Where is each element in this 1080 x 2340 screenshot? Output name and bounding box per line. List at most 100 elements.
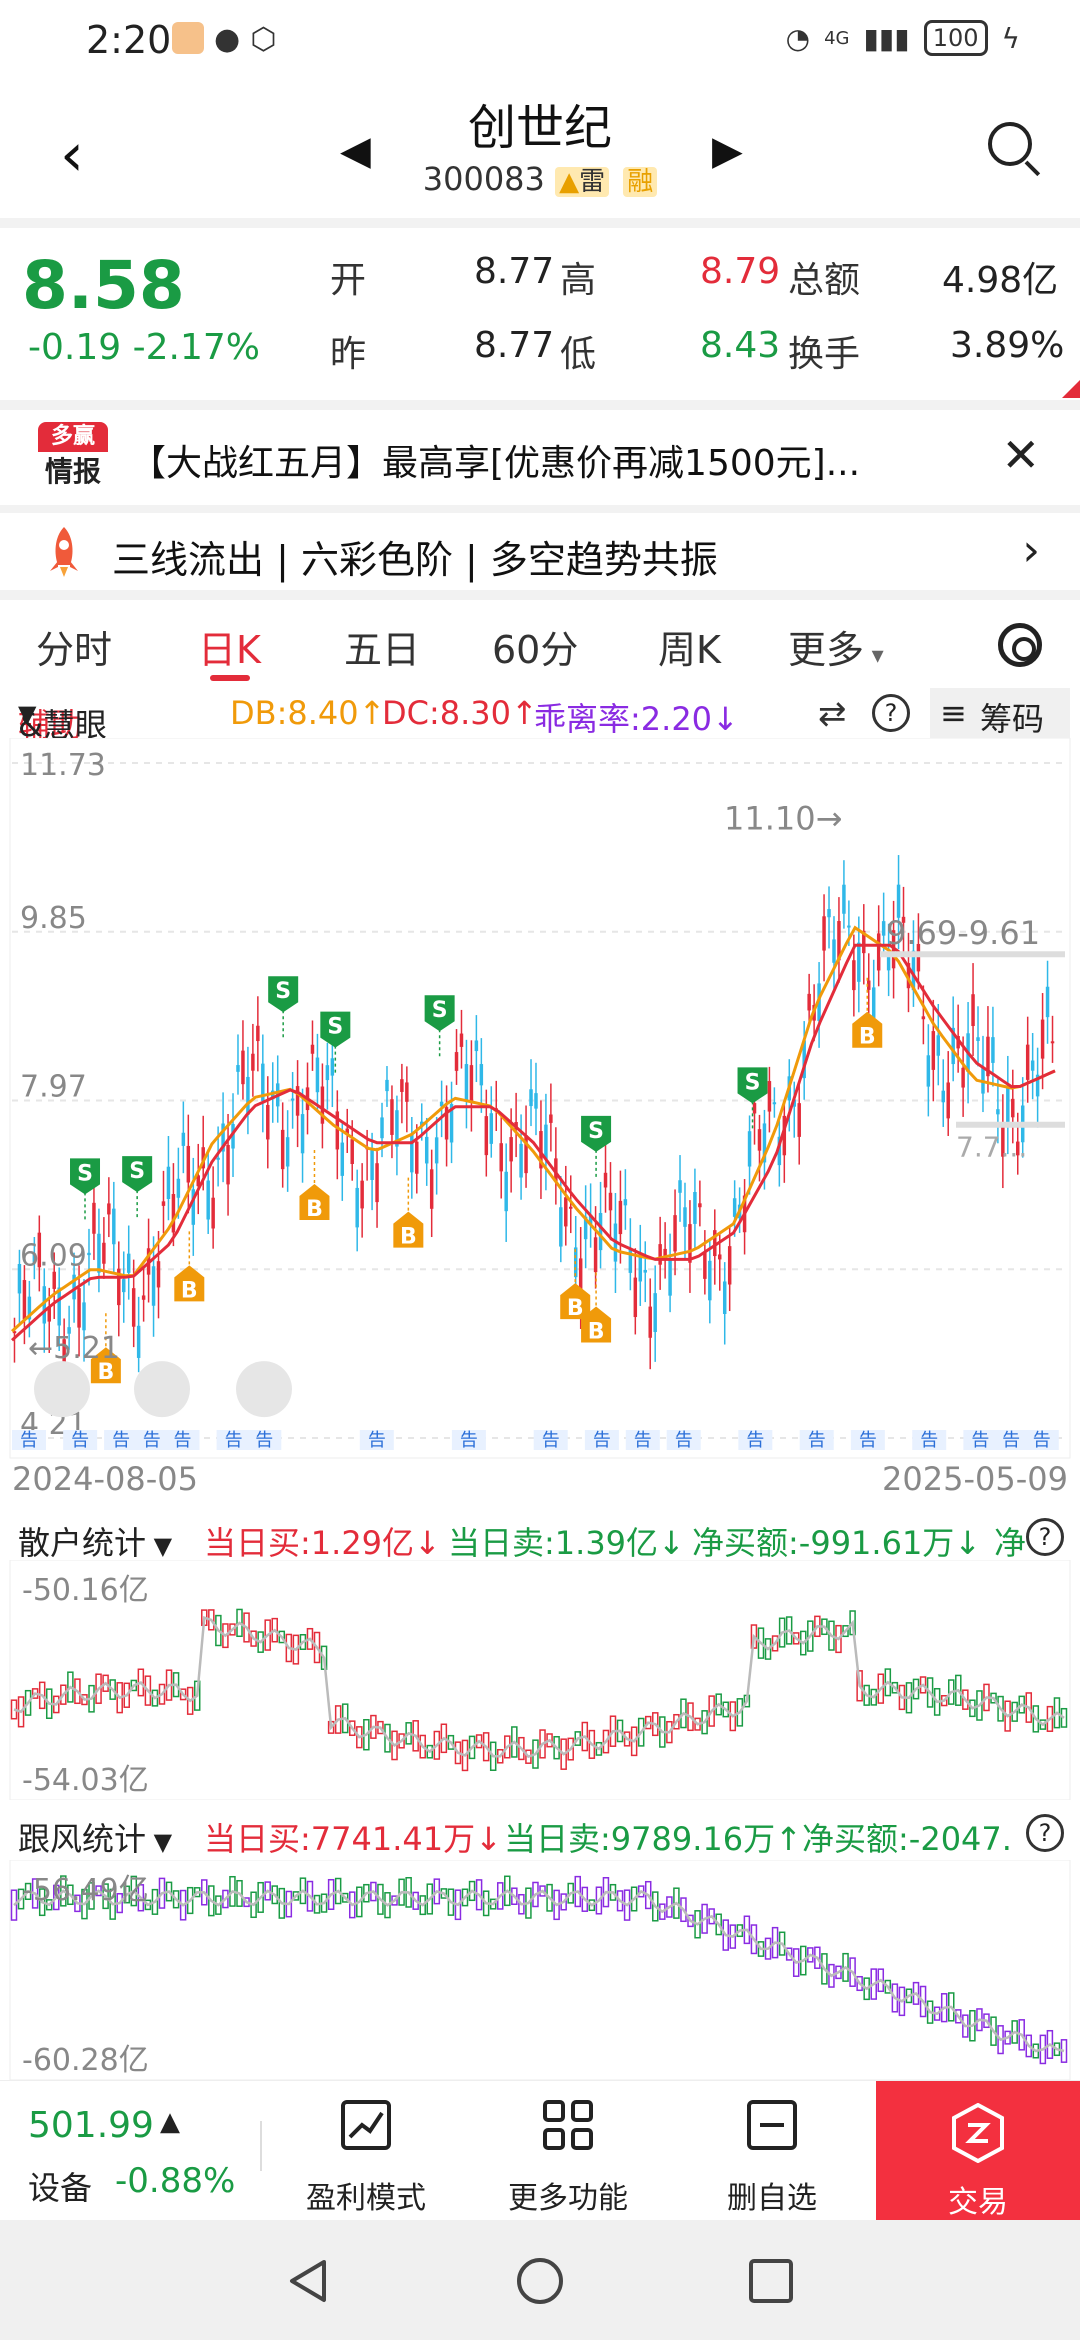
next-stock-button[interactable]: ▶ bbox=[712, 128, 743, 174]
flow-bar bbox=[567, 1737, 574, 1761]
warning-badge[interactable]: ▲雷 bbox=[555, 167, 610, 197]
panel-frame bbox=[9, 1560, 1071, 1800]
candle-body bbox=[246, 1076, 250, 1115]
sell-marker bbox=[320, 1011, 351, 1048]
follow-panel-header: 跟风统计 ▼ 当日买:7741.41万↓ 当日卖:9789.16万↑ 净买额:-… bbox=[10, 1808, 1070, 1860]
wechat-icon: ● bbox=[214, 22, 241, 57]
more-functions-button[interactable]: 更多功能 bbox=[488, 2099, 648, 2217]
flow-bar bbox=[349, 1720, 356, 1737]
system-home-icon[interactable] bbox=[515, 2256, 565, 2306]
candle-body bbox=[802, 1040, 806, 1079]
flow-bar bbox=[1039, 1719, 1047, 1730]
flow-bar bbox=[757, 1627, 765, 1659]
tab-weekly-k[interactable]: 周K bbox=[658, 628, 721, 672]
notice-label: 告 bbox=[225, 1430, 243, 1451]
search-icon[interactable] bbox=[984, 118, 1044, 178]
candle-body bbox=[524, 1135, 528, 1174]
tab-60min[interactable]: 60分 bbox=[492, 628, 579, 672]
tab-intraday[interactable]: 分时 bbox=[36, 628, 113, 672]
notice-label: 告 bbox=[460, 1430, 478, 1451]
rocket-icon bbox=[50, 527, 78, 577]
candle-body bbox=[97, 1233, 101, 1273]
flow-bar bbox=[680, 1897, 687, 1923]
notice-label: 告 bbox=[1033, 1430, 1051, 1451]
retail-selector[interactable]: 散户统计 ▼ bbox=[18, 1518, 172, 1564]
candle-body bbox=[757, 1129, 762, 1151]
notice-badge bbox=[1024, 1430, 1059, 1450]
candle-body bbox=[946, 1082, 950, 1119]
gear-icon[interactable] bbox=[998, 623, 1042, 667]
flow-bar bbox=[236, 1608, 243, 1638]
tab-five-day[interactable]: 五日 bbox=[344, 628, 421, 672]
system-back-icon[interactable] bbox=[284, 2256, 334, 2306]
remove-watchlist-button[interactable]: 删自选 bbox=[692, 2099, 852, 2217]
candle-body bbox=[206, 1180, 210, 1220]
flow-bar bbox=[997, 1695, 1004, 1722]
follow-selector[interactable]: 跟风统计 ▼ bbox=[18, 1814, 172, 1860]
candle-body bbox=[499, 1143, 503, 1172]
candle-body bbox=[241, 1050, 245, 1085]
chevron-right-icon[interactable]: › bbox=[1022, 525, 1040, 576]
sell-marker-label: S bbox=[275, 979, 291, 1004]
candle-body bbox=[181, 1132, 186, 1146]
candle-body bbox=[434, 1137, 439, 1164]
candle-body bbox=[663, 1248, 667, 1261]
candle-body bbox=[926, 1055, 931, 1087]
candle-body bbox=[881, 921, 886, 936]
candle-body bbox=[752, 1103, 757, 1114]
chips-button[interactable]: ≡ 筹码 bbox=[930, 688, 1070, 740]
open-label: 开 bbox=[330, 260, 367, 301]
amount-label: 总额 bbox=[788, 260, 861, 301]
y-axis-label: 9.85 bbox=[20, 901, 87, 936]
buy-marker-label: B bbox=[181, 1278, 198, 1303]
notice-label: 告 bbox=[368, 1430, 386, 1451]
help-icon[interactable]: ? bbox=[1026, 1518, 1064, 1556]
candle-body bbox=[747, 1131, 752, 1167]
flow-bar bbox=[102, 1883, 109, 1910]
candle-body bbox=[782, 1115, 787, 1156]
candle-body bbox=[713, 1230, 717, 1257]
corner-marker bbox=[1062, 380, 1080, 398]
flow-bar bbox=[384, 1723, 391, 1753]
candle-body bbox=[718, 1254, 722, 1260]
candle-body bbox=[534, 1093, 538, 1109]
flow-bar bbox=[398, 1733, 405, 1749]
change-value: -0.19 bbox=[28, 327, 122, 368]
flow-bar bbox=[546, 1883, 553, 1912]
flow-bar bbox=[511, 1726, 518, 1758]
candle-body bbox=[762, 1123, 767, 1163]
flow-y-bottom: -60.28亿 bbox=[22, 2043, 149, 2078]
promo-text[interactable]: 【大战红五月】最高享[优惠价再减1500元]... bbox=[130, 443, 861, 484]
close-icon[interactable]: ✕ bbox=[1001, 428, 1040, 482]
prev-stock-button[interactable]: ◀ bbox=[340, 128, 371, 174]
grid-icon bbox=[543, 2100, 593, 2150]
tab-more[interactable]: 更多 ▾ bbox=[788, 619, 884, 674]
candle-body bbox=[330, 1058, 335, 1076]
notice-label: 告 bbox=[71, 1430, 89, 1451]
promo-banner[interactable]: 多赢 情报 【大战红五月】最高享[优惠价再减1500元]... ✕ bbox=[0, 410, 1080, 510]
swap-icon[interactable]: ⇄ bbox=[818, 694, 847, 734]
candle-body bbox=[822, 916, 826, 951]
stock-header: ‹ ◀ 创世纪 300083 ▲雷 融 ▶ bbox=[0, 80, 1080, 220]
flow-bar bbox=[461, 1888, 469, 1907]
trade-button[interactable]: 交易 bbox=[876, 2081, 1080, 2221]
chips-label: 筹码 bbox=[980, 700, 1045, 738]
flow-bar bbox=[144, 1675, 152, 1706]
profit-mode-button[interactable]: 盈利模式 bbox=[286, 2099, 446, 2217]
y-axis-label: 7.97 bbox=[20, 1070, 87, 1105]
system-recent-icon[interactable] bbox=[746, 2256, 796, 2306]
candle-body bbox=[638, 1253, 643, 1282]
candle-body bbox=[424, 1136, 429, 1164]
flow-bar bbox=[715, 1913, 722, 1936]
tab-daily-k[interactable]: 日K bbox=[198, 628, 261, 672]
margin-badge[interactable]: 融 bbox=[623, 167, 658, 197]
more-functions-label: 更多功能 bbox=[508, 2181, 628, 2216]
flow-bar bbox=[764, 1638, 772, 1660]
back-button[interactable]: ‹ bbox=[60, 120, 84, 190]
help-icon[interactable]: ? bbox=[1026, 1814, 1064, 1852]
help-icon[interactable]: ? bbox=[872, 694, 910, 732]
candle-body bbox=[504, 1171, 508, 1212]
signal-strip[interactable]: 三线流出 | 六彩色阶 | 多空趋势共振 › bbox=[0, 515, 1080, 590]
candle-body bbox=[395, 1110, 399, 1147]
